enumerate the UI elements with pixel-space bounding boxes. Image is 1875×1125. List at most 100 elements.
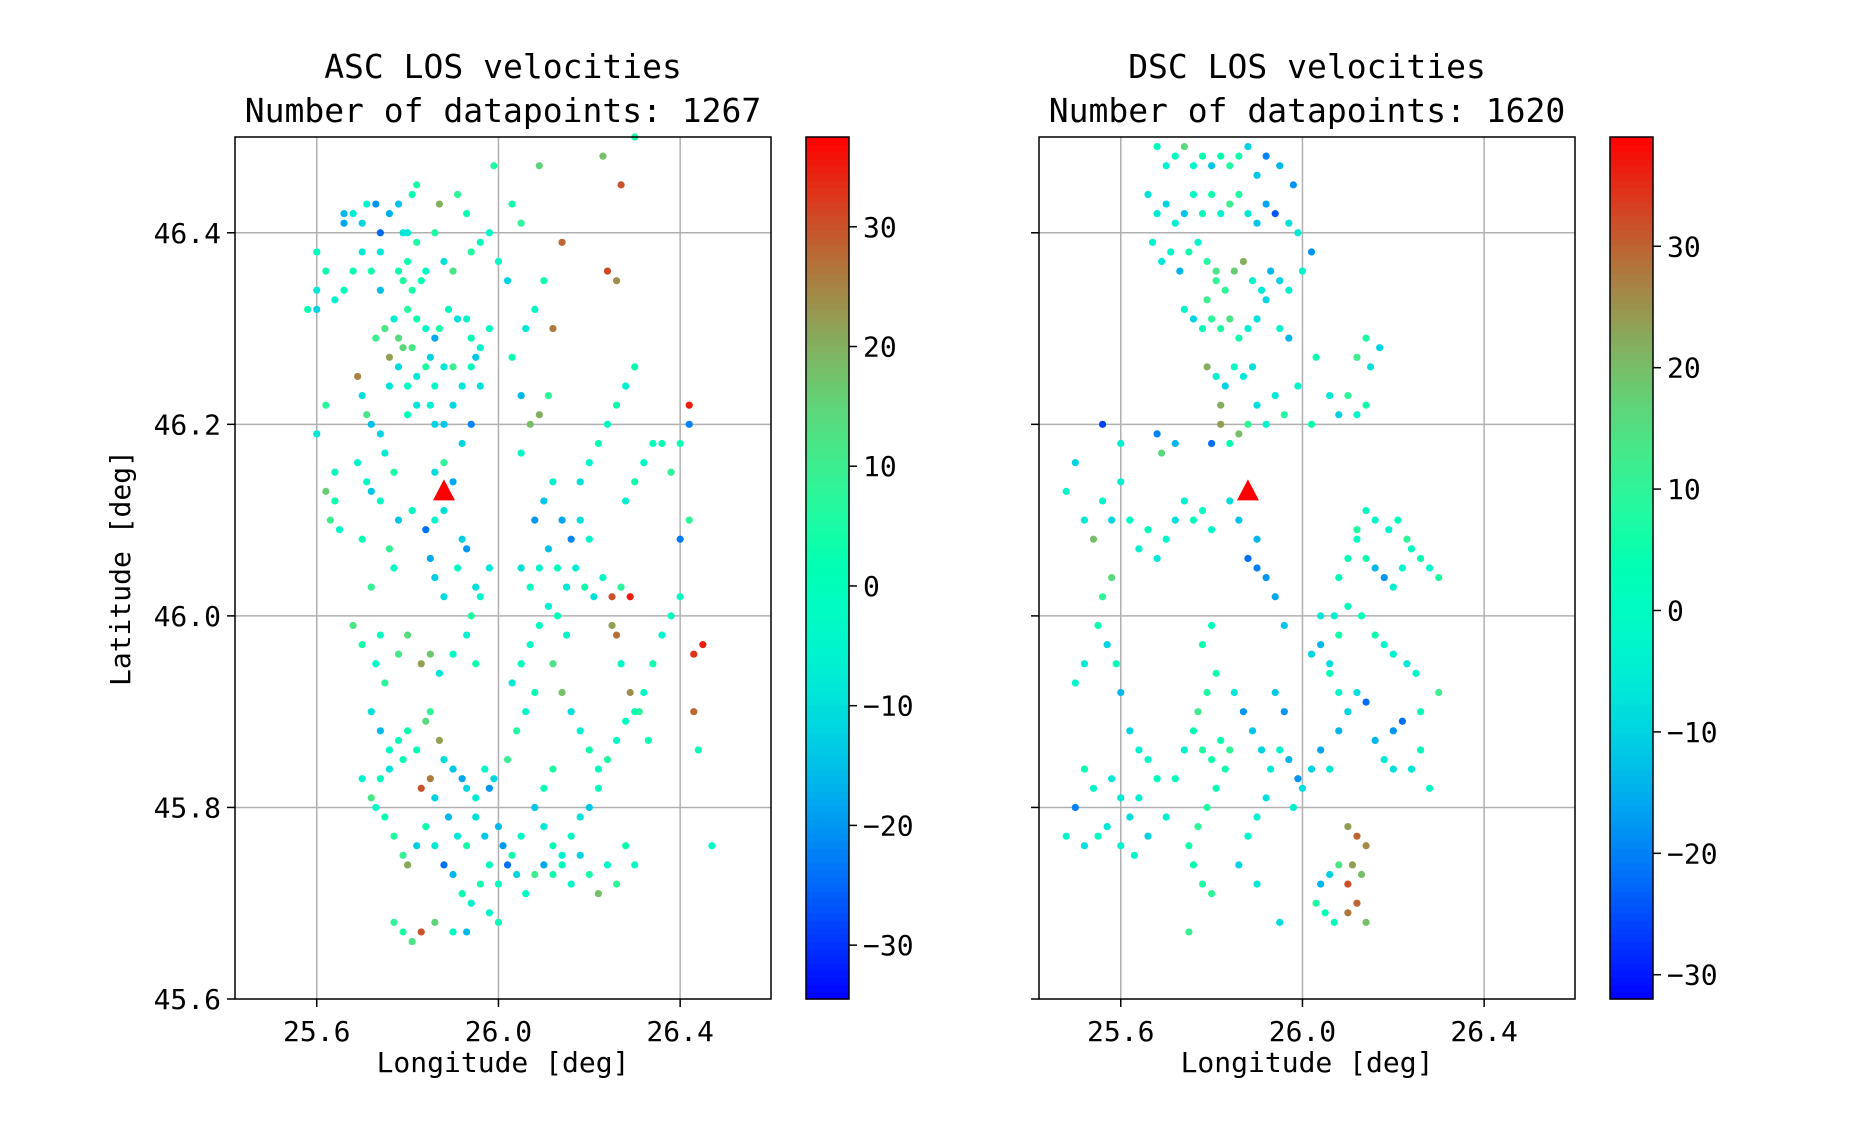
asc-data-point [608, 593, 616, 601]
dsc-data-point [1071, 459, 1079, 467]
asc-data-point [513, 727, 521, 735]
asc-data-point [358, 392, 366, 400]
asc-colorbar-segment [806, 424, 849, 433]
dsc-data-point [1362, 918, 1370, 926]
dsc-colorbar-segment [1610, 733, 1653, 741]
asc-colorbar-segment [806, 287, 849, 296]
dsc-data-point [1089, 784, 1098, 792]
asc-colorbar-segment [806, 891, 849, 900]
dsc-colorbar-segment [1610, 532, 1653, 540]
dsc-x-axis-label: Longitude [deg] [1181, 1046, 1434, 1079]
dsc-data-point [1357, 612, 1366, 620]
dsc-data-point [1153, 430, 1161, 438]
dsc-data-point [1362, 334, 1370, 342]
dsc-colorbar-segment [1610, 524, 1653, 533]
asc-colorbar-segment [806, 481, 849, 490]
asc-colorbar-segment [806, 582, 849, 591]
asc-colorbar-segment [806, 912, 849, 921]
dsc-data-point [1267, 765, 1275, 773]
asc-data-point [404, 411, 412, 419]
asc-data-point [453, 832, 462, 840]
asc-scatter-points [304, 133, 716, 946]
asc-data-point [331, 468, 339, 476]
dsc-data-point [1198, 641, 1207, 649]
dsc-data-point [1280, 411, 1288, 419]
dsc-colorbar-segment [1610, 912, 1653, 921]
dsc-data-point [1080, 765, 1089, 773]
dsc-data-point [1276, 277, 1284, 285]
dsc-colorbar-segment [1610, 266, 1653, 275]
asc-data-point [476, 593, 484, 601]
dsc-colorbar-segment [1610, 359, 1653, 368]
dsc-data-point [1376, 344, 1384, 352]
dsc-colorbar-segment [1610, 381, 1653, 390]
asc-data-point [513, 870, 521, 879]
dsc-data-point [1344, 392, 1352, 400]
dsc-data-point [1335, 688, 1343, 697]
dsc-colorbar-segment [1610, 323, 1653, 332]
asc-data-point [331, 296, 339, 304]
asc-data-point [313, 248, 321, 256]
dsc-data-point [1276, 162, 1284, 170]
dsc-data-point [1366, 363, 1375, 371]
dsc-data-point [1126, 813, 1134, 821]
dsc-colorbar-segment [1610, 718, 1653, 727]
asc-data-point [676, 593, 684, 601]
dsc-data-point [1253, 401, 1261, 409]
asc-x-axis-label: Longitude [deg] [377, 1046, 630, 1079]
asc-colorbar-segment [806, 496, 849, 504]
asc-data-point [417, 784, 425, 792]
asc-data-point [626, 688, 634, 697]
dsc-data-point [1271, 392, 1279, 400]
dsc-data-point [1312, 899, 1320, 907]
dsc-data-point [1398, 717, 1406, 725]
asc-data-point [585, 535, 593, 543]
dsc-colorbar-segment [1610, 316, 1653, 325]
dsc-colorbar-segment [1610, 287, 1653, 296]
dsc-data-point [1117, 794, 1125, 802]
dsc-colorbar-segment [1610, 488, 1653, 497]
asc-data-point [335, 526, 344, 534]
asc-data-point [631, 478, 639, 486]
asc-colorbar-segment [806, 323, 849, 332]
asc-data-point [399, 851, 407, 859]
asc-data-point [562, 631, 571, 639]
asc-data-point [644, 736, 652, 745]
dsc-data-point [1267, 267, 1275, 275]
asc-data-point [431, 918, 439, 926]
asc-data-point [440, 506, 448, 515]
asc-colorbar-segment [806, 941, 849, 950]
asc-colorbar-tick-label: 30 [863, 211, 897, 244]
dsc-data-point [1062, 832, 1070, 840]
asc-data-point [372, 803, 380, 812]
dsc-x-ticks: 25.6 26.0 26.4 [1087, 999, 1518, 1048]
dsc-data-point [1298, 784, 1307, 792]
asc-data-point [485, 324, 493, 333]
dsc-data-point [1262, 152, 1270, 160]
asc-colorbar-segment [806, 488, 849, 497]
dsc-data-point [1203, 257, 1211, 266]
asc-data-point [476, 880, 484, 888]
dsc-data-point [1203, 296, 1211, 304]
asc-data-point [322, 487, 330, 495]
dsc-data-point [1235, 516, 1243, 524]
asc-colorbar-segment [806, 661, 849, 670]
dsc-data-point [1158, 257, 1166, 266]
dsc-colorbar-segment [1610, 934, 1653, 943]
dsc-data-point [1171, 219, 1179, 227]
asc-colorbar-segment [806, 409, 849, 418]
dsc-colorbar-segment [1610, 582, 1653, 591]
dsc-data-point [1103, 823, 1111, 831]
asc-colorbar-segment [806, 790, 849, 799]
dsc-colorbar-segment [1610, 690, 1653, 698]
dsc-data-point [1280, 621, 1288, 630]
asc-data-point [676, 535, 684, 543]
dsc-data-point [1344, 823, 1352, 831]
dsc-colorbar: 30 20 10 0 −10 −20 −30 [1609, 136, 1718, 1000]
asc-data-point [567, 880, 575, 888]
asc-data-point [535, 162, 543, 170]
dsc-colorbar-segment [1610, 884, 1653, 892]
asc-data-point [522, 890, 530, 898]
dsc-data-point [1080, 660, 1089, 668]
asc-colorbar-segment [806, 647, 849, 655]
